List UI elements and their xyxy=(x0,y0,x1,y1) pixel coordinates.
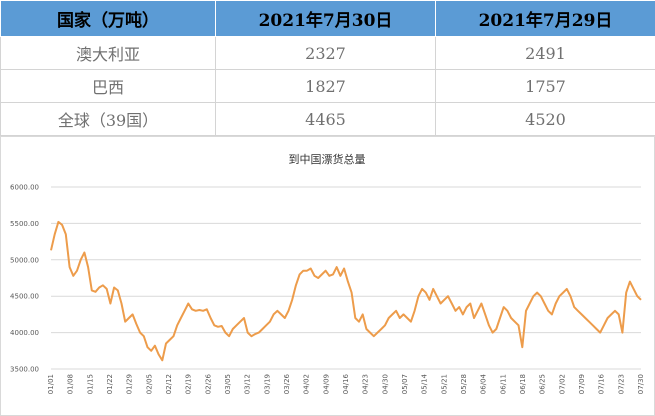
row-label: 澳大利亚 xyxy=(0,36,216,70)
line-chart: 到中国漂货总量 3500.00 4000.00 4500.00 5000.00 5500… xyxy=(10,152,645,394)
x-tick-label: 07/30 xyxy=(637,374,645,394)
x-tick-label: 07/16 xyxy=(598,373,606,394)
x-tick-label: 06/04 xyxy=(480,373,488,394)
y-tick-label: 6000.00 xyxy=(10,184,39,192)
row-label: 全球（39国） xyxy=(0,102,216,136)
x-tick-label: 05/28 xyxy=(460,374,468,394)
x-tick-label: 04/16 xyxy=(342,373,350,394)
x-tick-label: 01/08 xyxy=(67,374,75,394)
x-tick-label: 06/25 xyxy=(539,374,547,394)
table-row: 巴西 1827 1757 xyxy=(0,69,655,103)
y-tick-label: 5000.00 xyxy=(10,256,39,264)
x-tick-label: 02/12 xyxy=(165,374,173,394)
x-tick-label: 01/01 xyxy=(47,374,55,394)
x-tick-label: 03/05 xyxy=(224,374,232,394)
x-tick-label: 03/12 xyxy=(244,374,252,394)
x-tick-label: 01/22 xyxy=(106,374,114,394)
x-tick-label: 03/19 xyxy=(263,374,271,394)
x-tick-label: 04/30 xyxy=(381,374,389,394)
x-tick-label: 07/09 xyxy=(578,374,586,394)
table-header-row: 国家（万吨） 2021年7月30日 2021年7月29日 xyxy=(0,0,655,37)
x-tick-label: 05/21 xyxy=(440,374,448,394)
row-label: 巴西 xyxy=(0,69,216,103)
x-tick-label: 02/05 xyxy=(145,374,153,394)
x-tick-label: 02/26 xyxy=(204,373,212,394)
row-value: 1757 xyxy=(435,69,655,103)
row-value: 2327 xyxy=(215,36,436,70)
header-country: 国家（万吨） xyxy=(0,0,216,37)
chart-panel: 到中国漂货总量 3500.00 4000.00 4500.00 5000.00 5500… xyxy=(0,136,655,416)
x-tick-label: 05/07 xyxy=(401,374,409,394)
row-value: 2491 xyxy=(435,36,655,70)
x-tick-label: 07/23 xyxy=(617,374,625,394)
x-tick-label: 07/02 xyxy=(558,374,566,394)
x-tick-label: 02/19 xyxy=(185,374,193,394)
y-tick-label: 3500.00 xyxy=(10,366,39,374)
x-tick-label: 01/29 xyxy=(126,374,134,394)
data-table: 国家（万吨） 2021年7月30日 2021年7月29日 澳大利亚 2327 2… xyxy=(0,0,655,136)
x-tick-label: 04/23 xyxy=(362,374,370,394)
y-tick-label: 4500.00 xyxy=(10,293,39,301)
series-line xyxy=(50,220,642,362)
x-tick-label: 06/18 xyxy=(519,374,527,394)
chart-title: 到中国漂货总量 xyxy=(289,152,366,166)
row-value: 4465 xyxy=(215,102,436,136)
x-tick-label: 05/14 xyxy=(421,373,429,394)
x-tick-label: 06/11 xyxy=(499,374,507,394)
x-tick-label: 04/09 xyxy=(322,374,330,394)
x-tick-label: 01/15 xyxy=(86,374,94,394)
x-tick-label: 03/26 xyxy=(283,373,291,394)
header-date-0729: 2021年7月29日 xyxy=(435,0,655,37)
row-value: 4520 xyxy=(435,102,655,136)
y-tick-label: 5500.00 xyxy=(10,220,39,228)
row-value: 1827 xyxy=(215,69,436,103)
y-tick-label: 4000.00 xyxy=(10,329,39,337)
x-tick-label: 04/02 xyxy=(303,374,311,394)
table-row: 澳大利亚 2327 2491 xyxy=(0,36,655,70)
table-row: 全球（39国） 4465 4520 xyxy=(0,102,655,136)
header-date-0730: 2021年7月30日 xyxy=(215,0,436,37)
